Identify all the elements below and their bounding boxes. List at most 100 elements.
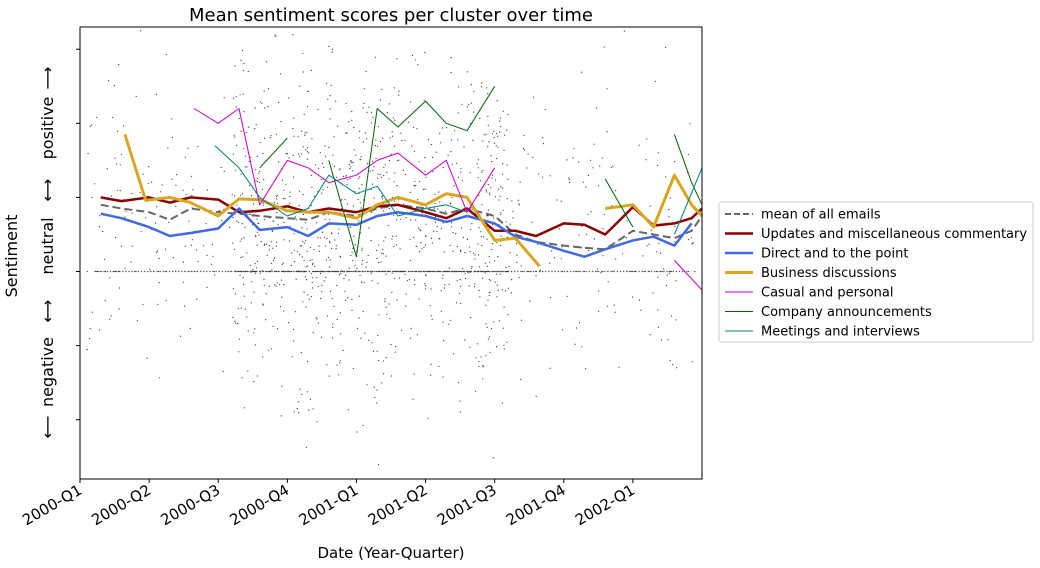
email-point [442, 321, 444, 323]
email-point-neutral [103, 270, 105, 273]
email-point [399, 248, 401, 250]
email-point [256, 231, 259, 233]
email-point [284, 198, 286, 200]
email-point [378, 244, 380, 246]
email-point [387, 224, 389, 226]
email-point-neutral [224, 270, 227, 273]
email-point-neutral [221, 270, 224, 273]
email-point [318, 245, 320, 247]
email-point-neutral [125, 270, 127, 273]
email-point [477, 177, 479, 179]
email-point [378, 270, 381, 273]
email-point-neutral [398, 270, 401, 273]
email-point-neutral [495, 270, 497, 273]
email-point-neutral [165, 270, 168, 273]
email-point [377, 334, 379, 337]
email-point [191, 194, 193, 196]
email-point [294, 311, 296, 313]
email-point [241, 223, 243, 225]
email-point [124, 267, 126, 269]
email-point [240, 130, 242, 132]
email-point [404, 273, 406, 275]
email-point [488, 279, 490, 281]
email-point [352, 367, 354, 370]
email-point [309, 398, 311, 400]
email-point [99, 215, 101, 217]
email-point [292, 154, 294, 156]
email-point [296, 408, 298, 410]
email-point [649, 334, 651, 336]
email-point-neutral [143, 270, 146, 273]
email-point [539, 269, 542, 271]
email-point [332, 323, 334, 325]
email-point [236, 204, 238, 206]
email-point [566, 295, 568, 297]
email-point [361, 281, 363, 283]
email-point [114, 270, 116, 273]
email-point [517, 199, 519, 201]
email-point [366, 384, 368, 386]
email-point [244, 308, 246, 310]
y-band-arrow-down: ⟵ [38, 415, 57, 438]
email-point [585, 186, 587, 188]
email-point-neutral [545, 270, 547, 273]
email-point [291, 356, 293, 358]
email-point [425, 176, 427, 179]
email-point [478, 227, 480, 229]
email-point [583, 270, 586, 273]
series-line-casual-and-personal [193, 108, 703, 291]
email-point [263, 179, 265, 181]
email-point [519, 181, 521, 183]
email-point [477, 159, 479, 161]
email-point [389, 318, 391, 320]
email-point [507, 178, 509, 180]
email-point [612, 165, 614, 167]
email-point [362, 424, 364, 427]
email-point [280, 415, 282, 417]
email-point [220, 166, 222, 169]
email-point [457, 139, 459, 141]
email-point [434, 221, 436, 223]
email-point [481, 82, 483, 84]
email-point [487, 183, 489, 186]
email-point [335, 248, 337, 250]
email-point-neutral [274, 270, 276, 273]
email-point [520, 265, 522, 267]
email-point [413, 270, 415, 273]
email-point [331, 51, 333, 53]
email-point [667, 339, 669, 341]
email-point-neutral [175, 270, 177, 273]
email-point [502, 173, 504, 175]
email-point [568, 181, 571, 184]
email-point [234, 322, 237, 324]
email-point-neutral [492, 270, 494, 273]
email-point [272, 325, 274, 327]
email-point [581, 346, 583, 348]
email-point [672, 363, 674, 366]
email-point-neutral [159, 270, 161, 273]
email-point [691, 243, 693, 245]
email-point [675, 367, 678, 369]
email-point [233, 97, 235, 99]
email-point [674, 226, 676, 228]
email-point-neutral [196, 270, 199, 273]
email-point [453, 353, 455, 355]
email-point [283, 284, 285, 286]
email-point [157, 303, 159, 305]
email-point [270, 241, 273, 243]
email-point [658, 242, 660, 244]
email-point [420, 230, 422, 232]
email-point-neutral [283, 270, 286, 273]
email-point [377, 261, 380, 264]
legend-label: Direct and to the point [761, 247, 908, 262]
email-point [458, 292, 461, 294]
email-point [353, 126, 355, 129]
email-point [191, 239, 193, 241]
email-point [329, 108, 331, 110]
email-point [371, 342, 373, 344]
email-point [334, 239, 336, 241]
email-point [587, 174, 590, 176]
email-point [326, 364, 328, 366]
email-point [665, 176, 667, 178]
series-line-updates-and-miscellaneous-commentary [100, 196, 703, 238]
